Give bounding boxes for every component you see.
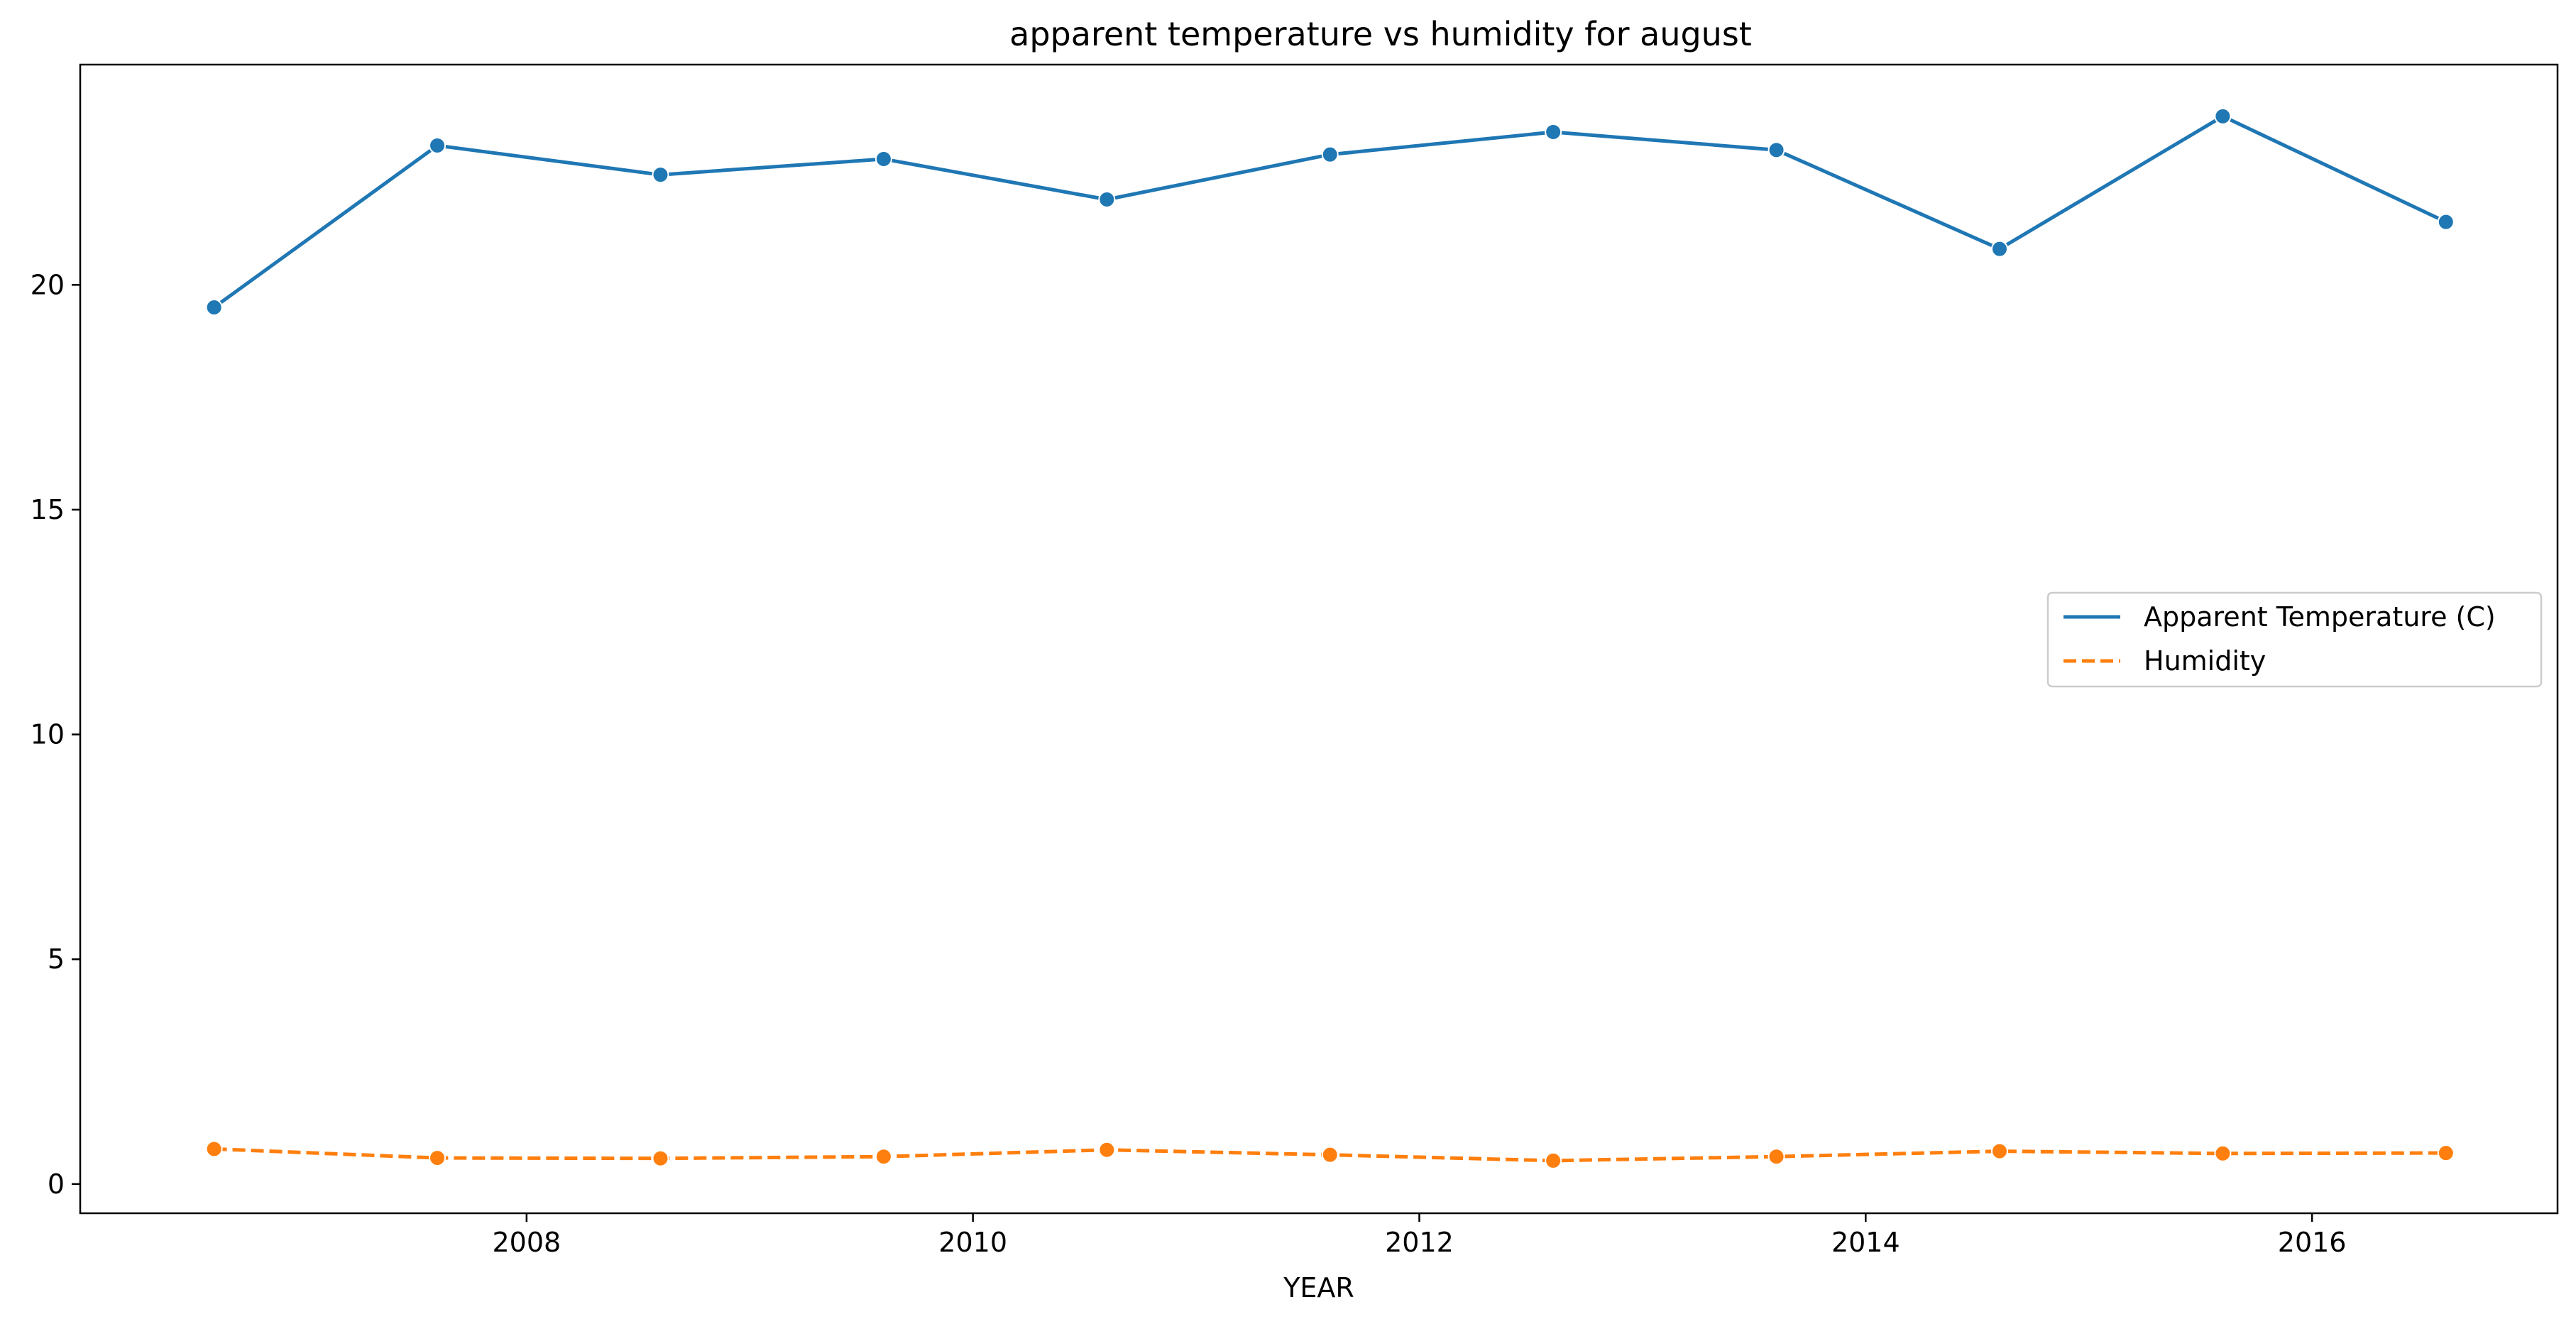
x-axis-label: YEAR xyxy=(1283,1272,1354,1303)
legend: Apparent Temperature (C) Humidity xyxy=(2046,591,2543,688)
chart-title: apparent temperature vs humidity for aug… xyxy=(1009,15,1752,53)
data-point xyxy=(875,150,892,168)
series-layer xyxy=(205,107,2455,1169)
y-tick-label: 20 xyxy=(31,269,65,300)
y-tick-label: 15 xyxy=(31,494,65,525)
y-tick-label: 10 xyxy=(31,719,65,750)
x-tick-label: 2012 xyxy=(1385,1227,1454,1258)
data-point xyxy=(205,1140,223,1158)
y-tick-label: 5 xyxy=(48,943,65,975)
plot-area xyxy=(79,63,2559,1215)
legend-label: Apparent Temperature (C) xyxy=(2144,601,2496,633)
data-point xyxy=(2214,107,2232,125)
x-tick-label: 2008 xyxy=(492,1227,561,1258)
data-point xyxy=(1767,141,1785,159)
data-point xyxy=(1098,1141,1116,1159)
x-tick-label: 2014 xyxy=(1831,1227,1900,1258)
data-point xyxy=(1767,1148,1785,1166)
legend-box xyxy=(2046,591,2543,688)
data-point xyxy=(2437,213,2455,231)
data-point xyxy=(1321,1146,1339,1164)
x-tick-label: 2016 xyxy=(2278,1227,2347,1258)
series-apparent-temperature xyxy=(205,107,2455,316)
data-point xyxy=(652,166,669,184)
y-tick-label: 0 xyxy=(48,1169,65,1200)
data-point xyxy=(652,1149,669,1167)
legend-label: Humidity xyxy=(2144,645,2266,677)
data-point xyxy=(429,1149,446,1167)
data-point xyxy=(2214,1144,2232,1162)
data-point xyxy=(1990,1142,2008,1160)
data-point xyxy=(1545,1151,1562,1169)
data-point xyxy=(205,298,223,316)
data-point xyxy=(1098,190,1116,208)
x-tick-label: 2010 xyxy=(938,1227,1007,1258)
x-axis: 2008 2010 2012 2014 2016 xyxy=(492,1213,2347,1258)
data-point xyxy=(1545,123,1562,141)
y-axis: 0 5 10 15 20 xyxy=(31,269,80,1200)
data-point xyxy=(1990,240,2008,258)
series-humidity xyxy=(205,1140,2455,1169)
data-point xyxy=(1321,146,1339,163)
data-point xyxy=(429,136,446,154)
series-line xyxy=(213,114,2447,310)
data-point xyxy=(875,1148,892,1166)
data-point xyxy=(2437,1144,2455,1162)
